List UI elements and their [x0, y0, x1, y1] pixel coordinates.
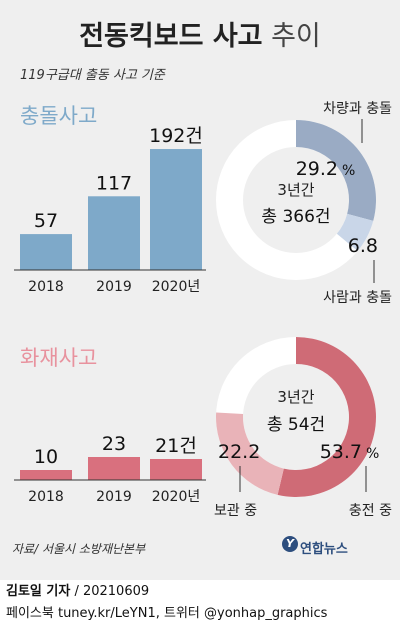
collision-bar — [88, 196, 140, 270]
fire-slice-value-label: 53.7 — [320, 441, 362, 463]
fire-category-label: 2020년 — [152, 489, 201, 505]
collision-bar-value-label: 117 — [96, 172, 132, 194]
collision-donut-slice — [336, 213, 374, 251]
fire-bar — [20, 470, 72, 480]
fire-category-label: 2019 — [96, 489, 132, 505]
fire-category-label: 2018 — [28, 489, 64, 505]
subtitle: 119구급대 출동 사고 기준 — [20, 68, 165, 83]
fire-donut-slice — [277, 337, 377, 498]
collision-bar — [20, 234, 72, 270]
collision-slice-unit-label: % — [342, 163, 355, 179]
collision-section-title: 충돌사고 — [20, 104, 98, 128]
fire-slice-value-label: 22.2 — [218, 441, 260, 463]
fire-bar-value-label: 23 — [102, 433, 126, 455]
source-note: 자료/ 서울시 소방재난본부 — [12, 542, 146, 556]
fire-donut-center-total: 총 54건 — [267, 415, 325, 435]
collision-category-label: 2019 — [96, 279, 132, 295]
fire-bar — [88, 457, 140, 480]
page-title: 전동킥보드 사고 추이 — [79, 21, 321, 52]
brand-name: 연합뉴스 — [300, 542, 348, 557]
fire-bar-value-label: 10 — [34, 446, 58, 468]
social-links: 페이스북 tuney.kr/LeYN1, 트위터 @yonhap_graphic… — [6, 606, 328, 621]
fire-bar — [150, 459, 202, 480]
fire-bar-value-label: 21건 — [155, 435, 197, 457]
credit-line: 김토일 기자 / 20210609 — [6, 584, 150, 599]
collision-bar — [150, 149, 202, 270]
collision-donut-center-total: 총 366건 — [261, 207, 330, 227]
fire-slice-name-label: 보관 중 — [214, 503, 257, 519]
collision-slice-value-label: 6.8 — [348, 235, 378, 257]
collision-slice-name-label: 사람과 충돌 — [323, 290, 392, 306]
fire-donut-slice — [216, 412, 284, 495]
collision-bar-value-label: 57 — [34, 210, 58, 232]
collision-bar-value-label: 192건 — [149, 125, 203, 147]
fire-donut-center-label: 3년간 — [277, 388, 314, 406]
collision-donut-center-label: 3년간 — [277, 181, 314, 199]
collision-slice-value-label: 29.2 — [296, 158, 338, 180]
collision-donut-slice — [296, 120, 376, 221]
collision-category-label: 2018 — [28, 279, 64, 295]
fire-section-title: 화재사고 — [20, 346, 98, 370]
collision-slice-name-label: 차량과 충돌 — [323, 101, 392, 117]
fire-slice-unit-label: % — [366, 446, 379, 462]
yonhap-logo-icon: Y — [282, 536, 298, 552]
collision-category-label: 2020년 — [152, 279, 201, 295]
fire-slice-name-label: 충전 중 — [349, 503, 392, 519]
